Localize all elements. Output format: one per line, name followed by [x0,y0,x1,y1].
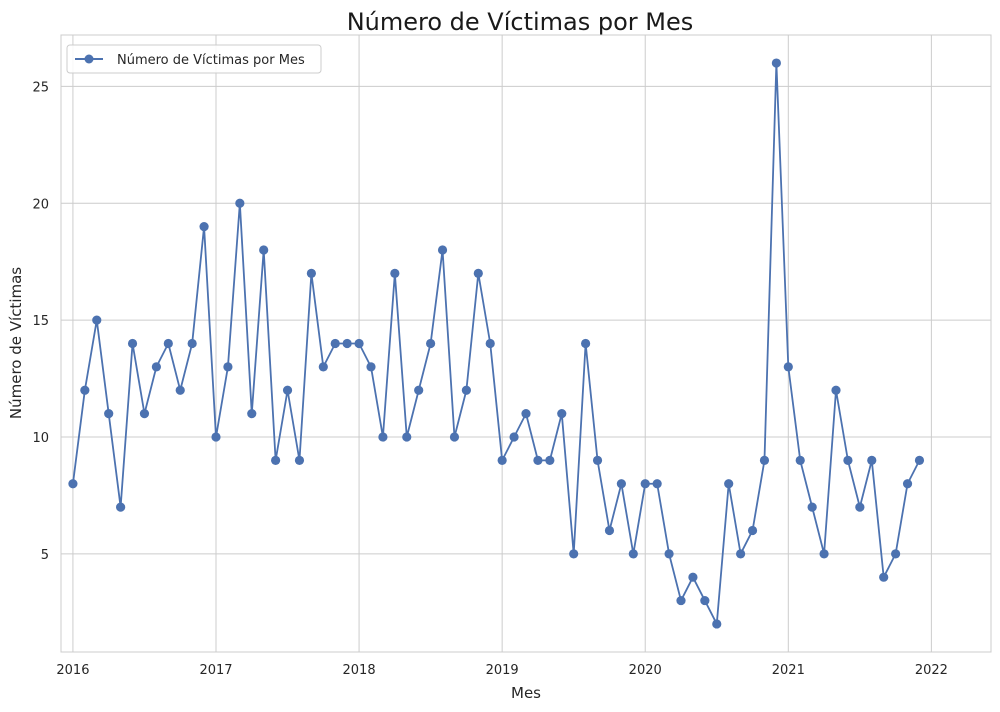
plot-frame [60,34,992,653]
data-point [104,409,114,419]
data-point [747,525,758,536]
data-point [294,455,305,465]
y-tick-label: 20 [32,197,49,212]
data-point [628,549,638,559]
data-point [879,572,889,582]
data-point [199,222,209,232]
data-point [795,455,805,465]
data-point [187,338,197,349]
data-point [688,572,698,582]
data-point [819,549,829,559]
y-tick-label: 15 [32,314,49,329]
data-point [342,338,352,349]
x-tick-label: 2021 [772,663,805,678]
x-axis-ticks: 2016 2017 2018 2019 2020 2021 2022 [56,663,948,678]
data-point [724,479,734,489]
data-point [366,362,376,372]
y-axis-label: Número de Víctimas [7,267,25,419]
data-point [426,338,436,349]
data-point [807,502,817,512]
data-point [485,338,495,349]
data-point [247,409,257,419]
grid [61,35,991,652]
y-tick-label: 25 [32,80,49,95]
data-point [354,338,364,349]
data-point [461,385,471,395]
data-point [402,432,412,442]
data-point [676,595,686,606]
data-point [68,479,78,489]
data-point [545,455,555,465]
data-point [592,455,603,465]
data-point [831,385,841,395]
data-point [664,549,674,559]
data-point [497,455,507,465]
data-point [533,455,543,465]
data-point [736,549,746,559]
data-point [712,619,722,629]
data-point [235,198,245,208]
chart-title: Número de Víctimas por Mes [347,8,694,36]
data-point [378,432,388,442]
data-point [223,362,233,372]
data-point [604,525,615,536]
series-line [72,62,921,625]
y-tick-label: 5 [41,548,49,563]
data-point [759,455,770,465]
data-point [700,595,710,606]
data-point [616,479,626,489]
y-axis-ticks: 5 10 15 20 25 [32,80,49,562]
x-tick-label: 2022 [915,663,948,678]
data-point [211,432,221,442]
data-point [390,268,400,278]
data-point [330,338,340,349]
x-tick-label: 2016 [56,663,89,678]
data-point [569,549,579,559]
x-tick-label: 2020 [629,663,662,678]
data-point [414,385,424,395]
data-point [640,479,650,489]
legend-marker-icon [84,54,94,64]
y-tick-label: 10 [32,431,49,446]
data-point [116,502,126,512]
x-axis-label: Mes [511,684,541,702]
data-point [509,432,519,442]
data-point [259,245,269,255]
data-point [139,409,150,419]
data-point [652,479,662,489]
data-point [914,455,925,465]
data-point [175,385,185,395]
data-point [271,455,281,465]
data-point [581,338,591,349]
x-tick-label: 2017 [199,663,232,678]
data-point [557,409,567,419]
data-point [282,385,293,395]
data-point [127,338,138,349]
data-point [163,338,173,349]
data-point [318,362,328,372]
data-point [92,315,102,325]
data-point [151,362,161,372]
legend: Número de Víctimas por Mes [66,44,322,74]
data-point [306,268,316,278]
legend-box [66,44,322,74]
data-point [473,268,483,278]
data-point [80,385,90,395]
data-point [855,502,865,512]
data-point [891,549,901,559]
data-point [867,455,877,465]
series-layer [68,58,925,629]
data-point [521,409,531,419]
data-point [783,362,793,372]
data-point [437,245,448,255]
x-tick-label: 2018 [343,663,376,678]
legend-entry: Número de Víctimas por Mes [117,53,305,68]
data-point [449,432,460,442]
data-point [902,479,913,489]
data-point [771,58,781,68]
data-point [843,455,853,465]
x-tick-label: 2019 [486,663,519,678]
